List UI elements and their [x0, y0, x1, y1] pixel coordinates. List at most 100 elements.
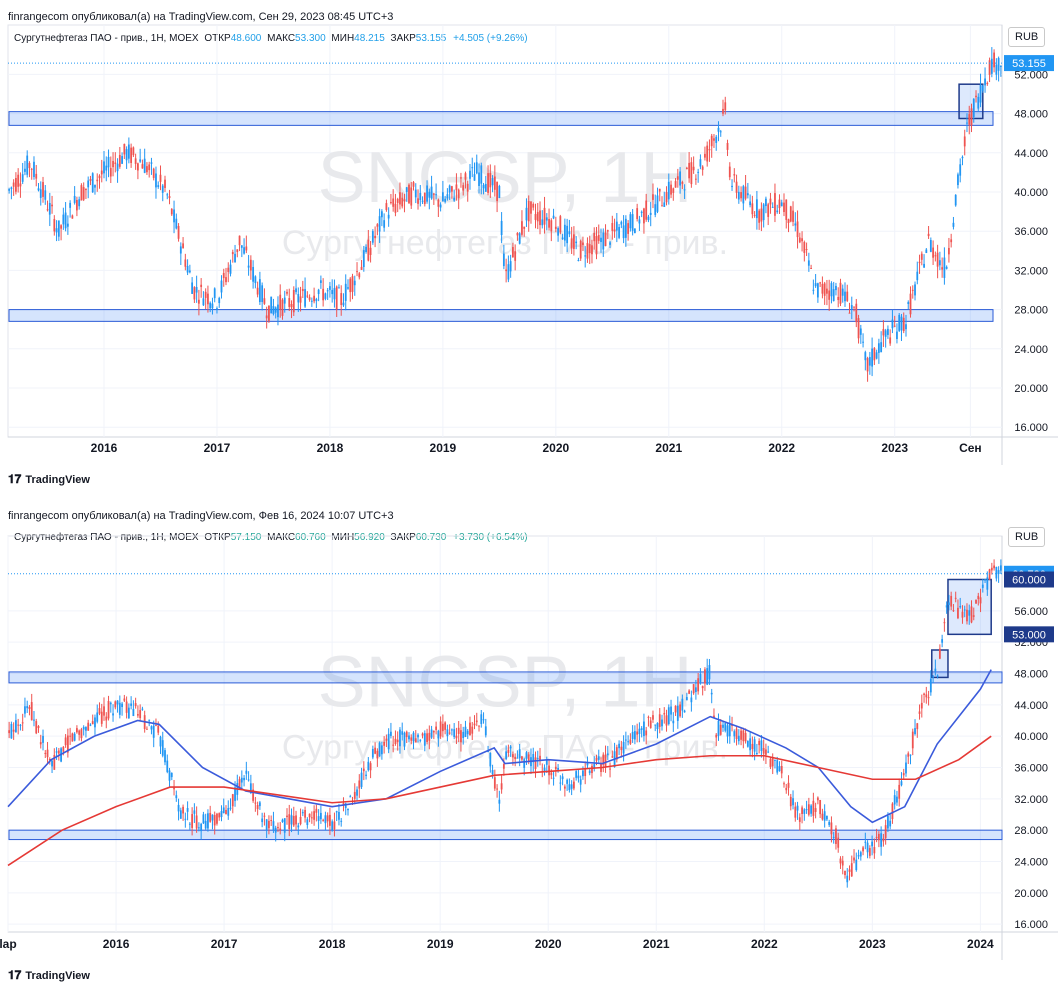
candle-body: [683, 710, 686, 713]
candle-body: [679, 704, 681, 717]
candle-body: [168, 196, 171, 199]
candle-body: [679, 171, 681, 186]
candle-body: [954, 194, 957, 206]
candle-body: [419, 739, 422, 741]
candle-body: [421, 733, 424, 736]
watermark-title: SNGSP, 1Н: [318, 138, 693, 218]
candle-body: [900, 316, 903, 331]
candle-body: [243, 777, 245, 781]
y-tick-label: 24.000: [1014, 344, 1048, 356]
candle-body: [771, 757, 774, 767]
candle-body: [652, 715, 654, 720]
candle-body: [432, 730, 435, 733]
candle-body: [240, 777, 243, 783]
candle-body: [826, 288, 828, 294]
candle-body: [963, 136, 966, 147]
candle-body: [444, 198, 447, 202]
currency-button[interactable]: RUB: [1008, 27, 1046, 47]
candle-body: [803, 809, 806, 814]
last-price-text: 53.155: [1012, 58, 1046, 70]
candle-body: [197, 827, 200, 829]
candle-body: [970, 108, 973, 126]
candle-body: [875, 836, 878, 839]
candle-body: [220, 811, 223, 818]
candle-body: [550, 220, 553, 232]
candle-body: [238, 779, 241, 789]
candle-body: [848, 312, 851, 314]
open-label: ОТКР: [204, 33, 231, 44]
candle-body: [66, 735, 69, 753]
candle-body: [914, 728, 916, 735]
candle-body: [624, 739, 627, 741]
candle-body: [258, 279, 261, 303]
candle-body: [667, 181, 670, 200]
candle-body: [188, 823, 191, 825]
candle-body: [575, 241, 578, 244]
chart-svg-1[interactable]: 52.000 48.000 44.000 40.000 36.000 32.000 28.0…: [0, 0, 1058, 470]
candle-body: [130, 703, 133, 706]
candle-body: [683, 189, 686, 191]
candle-body: [30, 168, 33, 170]
candle-body: [584, 255, 587, 257]
candle-body: [561, 776, 564, 780]
candle-body: [778, 199, 781, 209]
support-zone: [8, 829, 1003, 841]
candle-body: [245, 770, 248, 774]
candle-body: [186, 807, 189, 812]
candle-body: [749, 201, 752, 206]
candle-body: [993, 565, 995, 569]
candle-body: [970, 606, 973, 623]
candle-body: [615, 221, 618, 231]
candle-body: [502, 764, 505, 769]
candle-body: [868, 848, 871, 856]
candle-body: [66, 223, 69, 227]
candle-body: [353, 280, 356, 286]
candle-body: [582, 242, 584, 245]
candle-body: [753, 214, 756, 216]
candle-body: [694, 687, 697, 693]
candle-body: [701, 166, 704, 170]
candle-body: [787, 219, 790, 223]
candle-body: [405, 187, 408, 192]
candle-body: [780, 765, 783, 774]
candle-body: [832, 289, 835, 301]
candle-body: [48, 202, 51, 215]
candle-body: [35, 721, 38, 734]
candle-body: [794, 806, 797, 818]
candle-body: [893, 795, 896, 805]
x-tick-label: 2016: [91, 441, 118, 455]
candle-body: [53, 754, 56, 770]
candle-body: [570, 238, 573, 249]
candle-body: [841, 288, 844, 296]
candle-body: [507, 749, 510, 753]
x-tick-label: 2019: [427, 937, 454, 951]
candle-body: [672, 720, 675, 724]
currency-button[interactable]: RUB: [1008, 527, 1046, 547]
candle-body: [586, 762, 589, 766]
candle-body: [812, 289, 815, 291]
candle-body: [627, 741, 630, 743]
candle-body: [859, 328, 862, 335]
candle-body: [550, 772, 553, 776]
candle-body: [385, 203, 388, 210]
candle-body: [597, 756, 600, 760]
candle-body: [469, 722, 471, 736]
chart-svg-2[interactable]: 56.00052.00048.00044.00040.00036.00032.0…: [0, 496, 1058, 966]
tradingview-logo[interactable]: 𝟏𝟕 TradingView: [8, 472, 90, 487]
candle-body: [98, 708, 101, 714]
resistance-zone: [8, 671, 1003, 684]
candle-body: [329, 814, 331, 826]
candle-body: [573, 234, 575, 249]
candle-body: [868, 357, 871, 366]
candle-body: [141, 708, 144, 710]
candle-body: [977, 595, 980, 600]
candle-body: [968, 610, 971, 616]
candle-body: [746, 193, 749, 196]
candle-body: [543, 207, 546, 225]
candle-body: [873, 847, 876, 854]
candle-body: [441, 723, 444, 732]
candle-body: [414, 738, 417, 743]
candle-body: [902, 773, 905, 776]
candle-body: [534, 214, 537, 220]
tradingview-logo[interactable]: 𝟏𝟕 TradingView: [8, 968, 90, 983]
